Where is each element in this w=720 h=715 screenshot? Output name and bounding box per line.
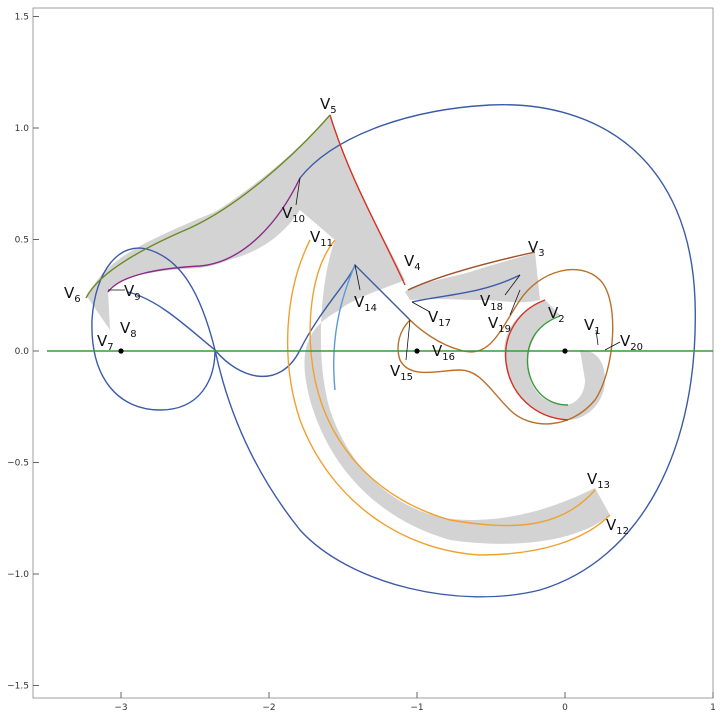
orange-outer-band-edge <box>286 239 611 556</box>
label-leaders <box>108 177 621 361</box>
vertex-label-14: V14 <box>354 293 377 314</box>
vertex-label-11: V11 <box>310 228 333 249</box>
leader-v19 <box>509 289 521 316</box>
vertex-label-17: V17 <box>428 308 451 329</box>
leader-v10 <box>295 177 301 206</box>
red-loop-edge <box>504 299 569 421</box>
leader-v14 <box>354 264 361 291</box>
vertex-label-19: V19 <box>488 314 511 335</box>
orange-figure-eight <box>397 268 614 425</box>
y-tick-label: −0.5 <box>7 459 29 469</box>
point-origin <box>562 348 568 354</box>
vertex-label-9: V9 <box>124 282 141 303</box>
y-tick-label: 0.0 <box>15 347 30 357</box>
leader-v1 <box>595 329 599 346</box>
x-tick-label: −2 <box>262 703 275 713</box>
vertex-label-16: V16 <box>432 342 455 363</box>
orange-inner-band-edge <box>309 239 596 527</box>
region-right-loop <box>504 300 605 420</box>
y-tick-label: 1.5 <box>15 13 29 23</box>
brown-notch-edge <box>407 251 536 291</box>
red-ridge-edge <box>329 114 406 286</box>
vertex-label-3: V3 <box>528 238 545 259</box>
y-tick-label: 1.0 <box>15 124 30 134</box>
leader-v18 <box>504 274 521 296</box>
vertex-label-18: V18 <box>480 292 503 313</box>
blue-big-loop <box>91 104 696 598</box>
vertex-label-12: V12 <box>606 516 629 537</box>
region-middle-notch <box>405 252 540 303</box>
x-tick-label: 0 <box>562 703 568 713</box>
vertex-label-2: V2 <box>548 304 565 325</box>
region-upper-ridge <box>88 115 330 330</box>
vertex-label-10: V10 <box>282 204 305 225</box>
leader-v20 <box>604 341 621 351</box>
vertex-label-1: V1 <box>584 316 601 337</box>
x-tick-label: 1 <box>710 703 716 713</box>
y-tick-label: 0.5 <box>15 236 29 246</box>
shaded-regions <box>86 115 610 544</box>
vertex-label-4: V4 <box>404 252 421 273</box>
vertex-label-6: V6 <box>64 284 81 305</box>
green-loop-edge <box>526 315 569 406</box>
y-tick-label: −1.5 <box>7 682 29 692</box>
vertex-label-20: V20 <box>620 332 643 353</box>
point-x-minus-3 <box>118 348 124 354</box>
purple-ridge-edge <box>107 177 301 293</box>
curve-set <box>85 104 696 598</box>
olive-ridge-edge <box>85 114 331 299</box>
x-tick-label: −3 <box>114 703 127 713</box>
light-blue-band-edge <box>333 264 356 391</box>
vertex-label-13: V13 <box>587 470 610 491</box>
plot-frame <box>32 7 714 699</box>
leader-v17 <box>411 301 431 313</box>
vertex-label-8: V8 <box>120 319 137 340</box>
x-tick-label: −1 <box>410 703 423 713</box>
y-tick-label: −1.0 <box>7 570 29 580</box>
blue-inner-curve <box>127 263 411 377</box>
blue-notch-edge <box>411 274 521 303</box>
axis-ticks: −3 −2 −1 0 1 1.5 1.0 0.5 0.0 −0.5 −1.0 −1.5 <box>7 13 716 714</box>
point-x-minus-1 <box>414 348 420 354</box>
vertex-label-5: V5 <box>320 95 337 116</box>
vertex-label-15: V15 <box>390 362 413 383</box>
vertex-label-7: V7 <box>97 332 114 353</box>
leader-v15 <box>405 319 411 361</box>
